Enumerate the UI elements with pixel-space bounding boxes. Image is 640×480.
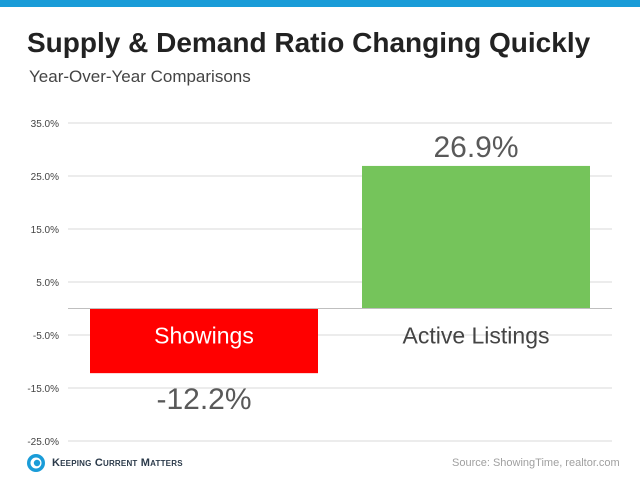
- data-label: 26.9%: [433, 131, 518, 164]
- page-title: Supply & Demand Ratio Changing Quickly: [27, 27, 591, 58]
- y-tick-label: -5.0%: [33, 331, 59, 342]
- bar: [362, 165, 590, 309]
- data-label: -12.2%: [156, 383, 251, 416]
- y-tick-label: -15.0%: [27, 384, 59, 395]
- y-tick-label: 15.0%: [31, 225, 59, 236]
- y-tick-label: 25.0%: [31, 172, 59, 183]
- page-subtitle: Year-Over-Year Comparisons: [29, 67, 251, 86]
- brand-name: Keeping Current Matters: [52, 457, 183, 469]
- y-tick-label: 35.0%: [31, 119, 59, 130]
- category-label: Active Listings: [402, 323, 549, 349]
- brand-logo: Keeping Current Matters: [26, 452, 183, 474]
- source-note: Source: ShowingTime, realtor.com: [452, 457, 620, 469]
- bar: [90, 308, 318, 374]
- top-accent-bar: [0, 0, 640, 7]
- y-tick-label: 5.0%: [36, 278, 59, 289]
- category-label: Showings: [154, 323, 254, 349]
- y-tick-label: -25.0%: [27, 437, 59, 448]
- kcm-logo-icon: [27, 454, 45, 472]
